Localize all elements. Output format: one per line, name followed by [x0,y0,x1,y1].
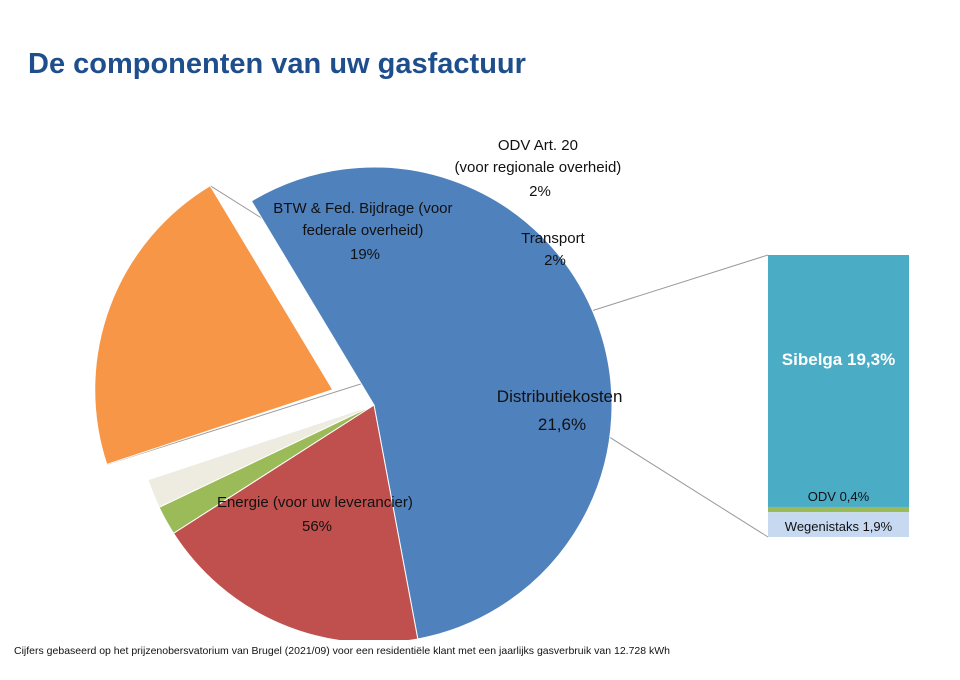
breakdown-bar: Sibelga 19,3% ODV 0,4% Wegenistaks 1,9% [768,255,909,537]
slice-label-transport-value: 2% [544,252,566,269]
slice-label-odv-value: 2% [529,183,551,200]
bar-segment-odv [768,506,909,513]
pie-slice-btw [172,404,419,640]
pie-slices [94,166,613,640]
slice-label-odv-line2: (voor regionale overheid) [455,159,622,176]
bar-label-odv: ODV 0,4% [808,489,870,504]
slice-label-btw-line1: BTW & Fed. Bijdrage (voor [273,200,452,217]
footnote: Cijfers gebaseerd op het prijzenobersvat… [14,645,671,657]
slice-label-btw-value: 19% [350,246,380,263]
pie-labels: Energie (voor uw leverancier) 56% BTW & … [217,137,627,535]
chart-title: De componenten van uw gasfactuur [28,48,526,80]
slice-label-distributie-value: 21,6% [538,415,586,434]
slice-label-distributie-line1: Distributiekosten [497,387,623,406]
slice-label-odv: ODV Art. 20 (voor regionale overheid) 2% [455,137,626,200]
slice-label-energie-line1: Energie (voor uw leverancier) [217,494,413,511]
slice-label-btw-line2: federale overheid) [302,222,423,239]
pie-slice-transport [147,404,375,508]
bar-segment-sibelga [768,255,909,507]
slice-label-odv-line1: ODV Art. 20 [498,137,578,154]
slice-label-energie: Energie (voor uw leverancier) 56% [217,494,417,535]
slice-label-transport: Transport 2% [521,230,589,269]
bar-label-wegenistaks: Wegenistaks 1,9% [785,519,893,534]
bar-label-sibelga: Sibelga 19,3% [782,350,895,369]
slice-label-transport-line1: Transport [521,230,585,247]
pie-chart: Sibelga 19,3% ODV 0,4% Wegenistaks 1,9% En… [94,137,909,640]
bar-segment-wegenistaks [768,512,909,537]
pie-slice-distributiekosten [94,185,334,466]
slice-label-distributie: Distributiekosten 21,6% [497,387,627,434]
slice-label-energie-value: 56% [302,518,332,535]
pie-slice-energie [250,166,613,640]
slice-label-btw: BTW & Fed. Bijdrage (voor federale overh… [273,200,456,263]
